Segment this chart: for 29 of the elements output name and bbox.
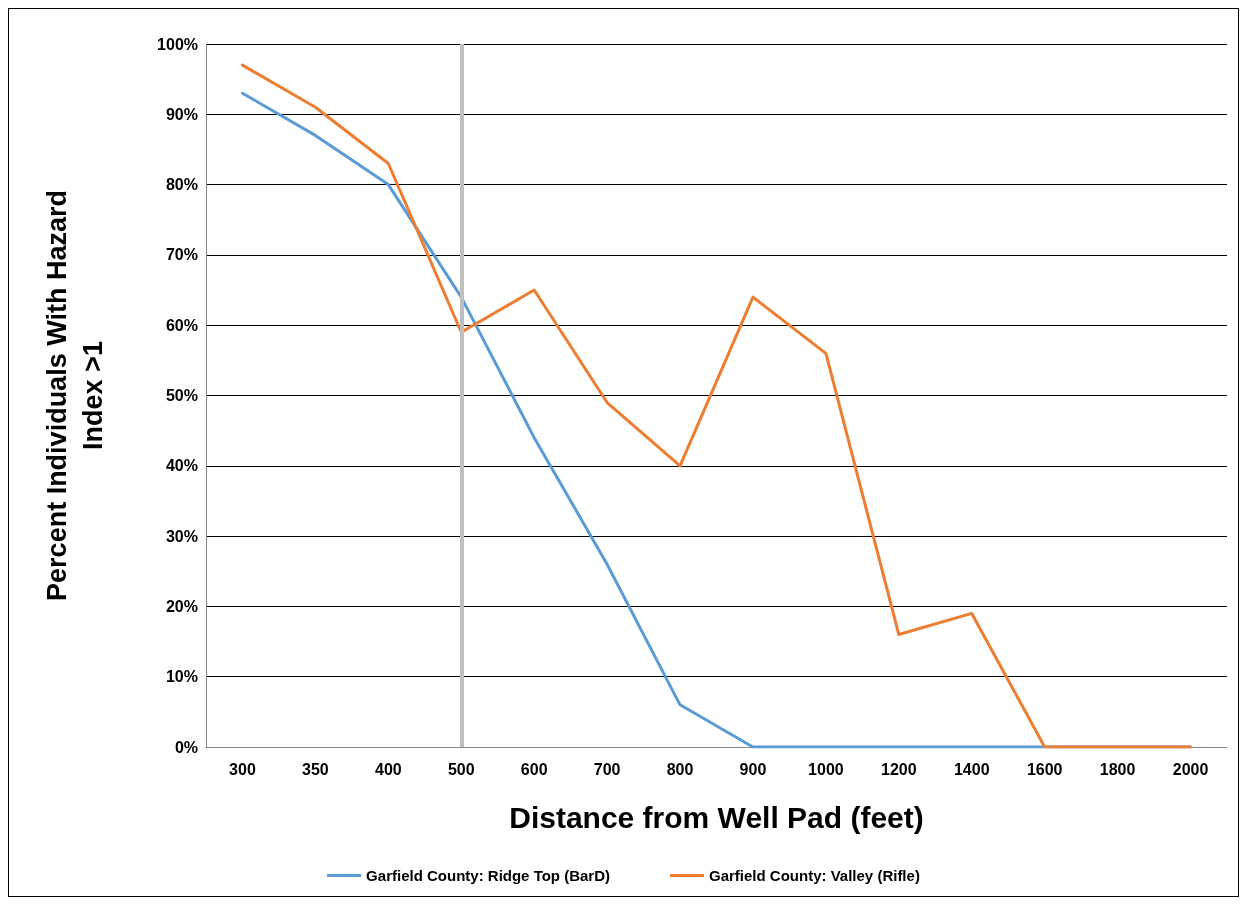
x-tick-label: 500: [447, 760, 475, 778]
y-tick-label: 0%: [174, 738, 198, 756]
y-tick-label: 60%: [165, 316, 198, 334]
y-tick-label: 30%: [165, 527, 198, 545]
y-tick-label: 50%: [165, 387, 198, 404]
x-tick-label: 1200: [881, 760, 917, 778]
y-tick-label: 100%: [157, 35, 198, 53]
legend-label: Garfield County: Ridge Top (BarD): [366, 867, 611, 884]
x-tick-label: 300: [229, 760, 256, 778]
x-tick-label: 400: [374, 760, 402, 778]
y-tick-label: 80%: [165, 176, 198, 194]
y-tick-label: 20%: [165, 597, 198, 615]
x-axis-title: Distance from Well Pad (feet): [509, 800, 924, 834]
x-tick-label: 600: [520, 760, 548, 778]
x-tick-label: 2000: [1172, 760, 1209, 778]
x-tick-label: 700: [593, 760, 621, 778]
x-tick-label: 900: [739, 760, 767, 778]
x-tick-label: 1000: [808, 760, 844, 778]
x-tick-label: 1600: [1026, 760, 1063, 778]
y-axis-title: Percent Individuals With Hazard Index >1: [42, 190, 108, 601]
x-tick-label: 350: [302, 760, 329, 778]
y-tick-label: 70%: [165, 246, 198, 264]
x-tick-label: 1400: [953, 760, 990, 778]
x-tick-label: 1800: [1099, 760, 1136, 778]
x-tick-label: 800: [666, 760, 694, 778]
y-tick-label: 10%: [165, 668, 198, 686]
y-tick-label: 90%: [165, 105, 198, 123]
legend-label: Garfield County: Valley (Rifle): [709, 867, 920, 884]
y-tick-label: 40%: [165, 457, 198, 475]
